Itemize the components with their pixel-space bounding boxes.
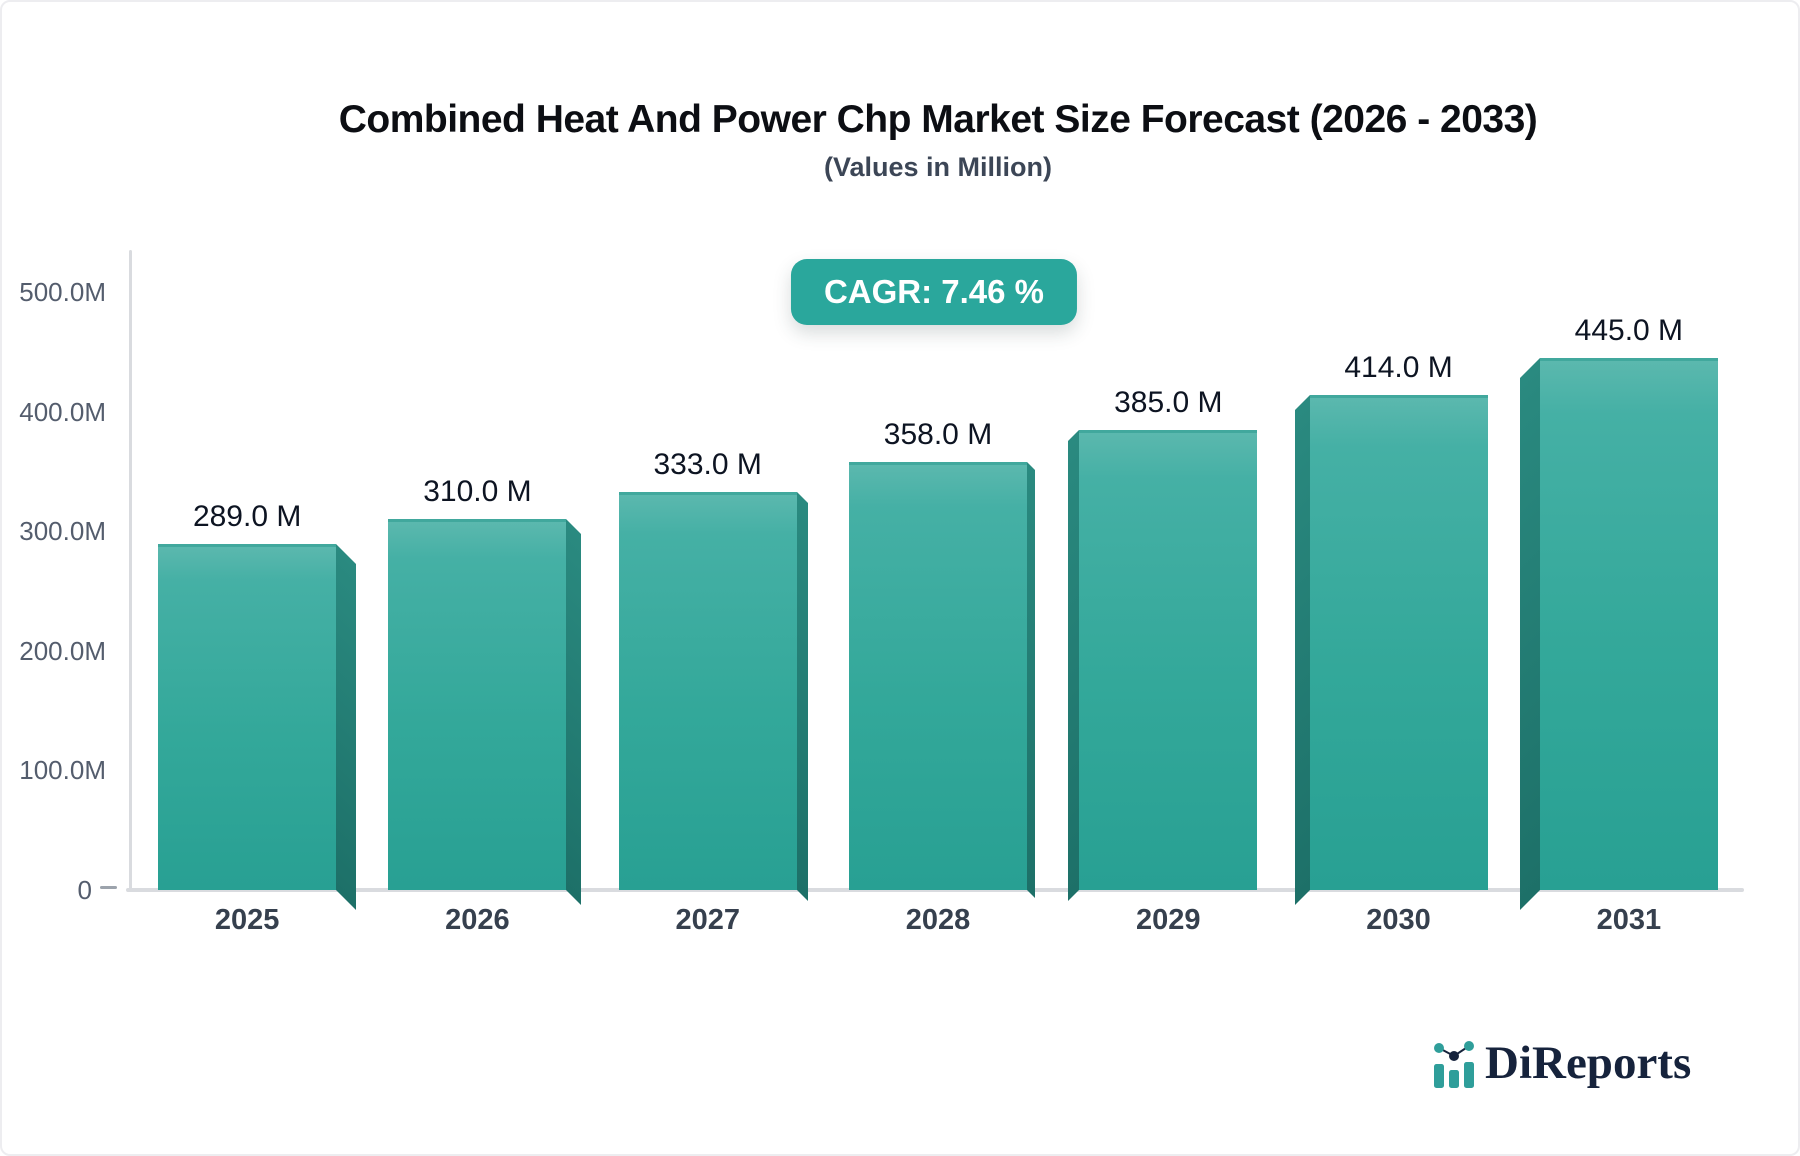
bar-value-label-2026: 310.0 M [423, 475, 532, 509]
bar-2028[interactable] [849, 461, 1027, 890]
bar-2030[interactable] [1309, 394, 1488, 890]
y-tick-label: 400.0M [19, 396, 106, 427]
bar-2029[interactable] [1079, 429, 1258, 890]
brand-logo: DiReports [1432, 1038, 1691, 1088]
x-axis-line [126, 888, 1744, 892]
bar-side-face-2029 [1068, 429, 1080, 901]
y-tick-label: 0 [77, 875, 92, 905]
bar-side-face-2025 [336, 544, 357, 910]
chart-title: Combined Heat And Power Chp Market Size … [338, 98, 1538, 141]
bar-value-label-2029: 385.0 M [1114, 385, 1223, 419]
x-tick-label-2031: 2031 [1596, 904, 1662, 936]
bar-value-label-2025: 289.0 M [192, 500, 302, 534]
bar-side-face-2030 [1294, 394, 1310, 905]
bar-2025[interactable] [158, 544, 337, 890]
y-tick-label: 200.0M [19, 635, 106, 666]
x-tick-label-2029: 2029 [1136, 904, 1201, 936]
x-tick-label-2026: 2026 [445, 904, 510, 936]
x-tick-label-2025: 2025 [214, 904, 280, 936]
chart-subtitle: (Values in Million) [823, 152, 1053, 182]
y-tick-label: 500.0M [19, 277, 106, 307]
bar-side-face-2028 [1027, 461, 1035, 898]
logo-text: DiReports [1485, 1037, 1692, 1089]
y-tick-label: 300.0M [19, 516, 106, 547]
x-tick-label-2028: 2028 [905, 904, 971, 936]
bar-side-face-2027 [796, 491, 808, 901]
cagr-label: CAGR: 7.46 % [823, 273, 1045, 310]
y-tick-label: 100.0M [19, 755, 106, 786]
logo-bars-icon [1434, 1041, 1474, 1088]
zero-tick-dash [100, 886, 117, 889]
bar-value-label-2030: 414.0 M [1344, 350, 1453, 384]
bar-value-label-2031: 445.0 M [1574, 313, 1684, 347]
x-tick-label-2027: 2027 [675, 904, 740, 936]
x-tick-label-2030: 2030 [1366, 904, 1431, 936]
bar-2027[interactable] [618, 491, 797, 890]
bar-2031[interactable] [1539, 357, 1718, 890]
bar-value-label-2027: 333.0 M [653, 447, 762, 481]
y-axis-line [129, 250, 132, 892]
bar-value-label-2028: 358.0 M [883, 417, 993, 451]
bar-side-face-2031 [1519, 357, 1540, 910]
bar-2026[interactable] [388, 519, 567, 890]
cagr-badge: CAGR: 7.46 % [790, 259, 1078, 325]
bar-side-face-2026 [566, 519, 582, 905]
